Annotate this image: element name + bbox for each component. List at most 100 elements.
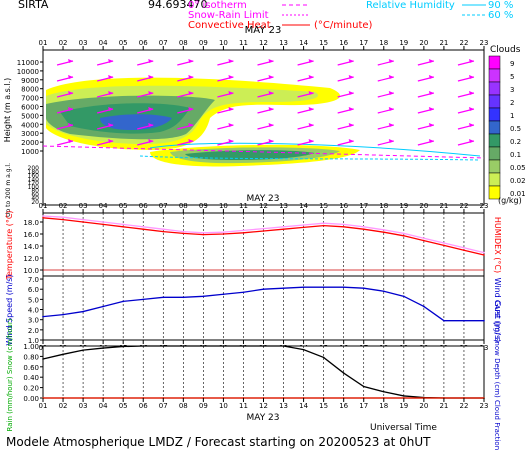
hour-top-tick-label: 20	[419, 39, 428, 47]
data-point	[142, 345, 145, 347]
date-label-top: MAY 23	[245, 25, 282, 36]
wind-arrow	[457, 75, 475, 82]
data-point	[443, 244, 445, 247]
height-tick-label: 3000	[21, 130, 39, 138]
wind-arrow	[56, 139, 74, 146]
wind-arrow-head	[108, 139, 114, 143]
wind-arrow-head	[188, 107, 194, 111]
data-point	[122, 226, 124, 228]
data-point	[322, 286, 325, 288]
data-point	[443, 242, 445, 244]
hour-temp-tick-label: 14	[299, 202, 308, 210]
data-point	[463, 247, 465, 249]
y-tick-label: 12.0	[23, 255, 39, 263]
y-tick-label: 7.0	[28, 276, 39, 284]
data-point	[62, 313, 64, 316]
wind-arrow	[217, 59, 234, 66]
hour-bottom-tick-label: 09	[199, 402, 208, 410]
hour-bottom-tick-label: 07	[159, 402, 168, 410]
data-point	[302, 348, 305, 351]
wind-arrow	[457, 59, 475, 66]
height-tick-label: 5000	[21, 112, 39, 120]
wind-arrow	[177, 59, 194, 66]
hour-temp-tick-label: 17	[359, 202, 368, 210]
data-point	[403, 232, 405, 235]
low-height-axis-label: Up to 200 m a.g.l.	[5, 163, 12, 217]
data-point	[222, 345, 225, 347]
wind-arrow-head	[468, 123, 474, 127]
wind-arrow	[337, 123, 354, 130]
height-tick-label: 4000	[21, 121, 39, 129]
data-point	[82, 221, 84, 223]
wind-arrow-head	[468, 59, 474, 63]
y-tick-label: 0.80	[23, 353, 39, 361]
wind-arrow-head	[268, 123, 274, 127]
height-tick-label: 9000	[21, 77, 39, 85]
colorbar-swatch	[488, 172, 501, 187]
data-point	[122, 223, 124, 226]
wind-arrow	[417, 139, 435, 146]
data-point	[202, 233, 205, 236]
wind-arrow-head	[148, 91, 154, 95]
rain-axis-label: Rain (mm/hour) Snow (cm/hour)	[6, 318, 14, 431]
wind-arrow-head	[348, 139, 354, 143]
wind-arrow-head	[228, 75, 234, 79]
hour-temp-tick-label: 05	[119, 202, 128, 210]
wind-arrow	[177, 91, 194, 98]
wind-arrow	[417, 59, 435, 66]
legend-convective-unit: (°C/minute)	[314, 20, 373, 31]
y-tick-label: 18.0	[23, 219, 39, 227]
wind-arrow-head	[188, 91, 194, 95]
hour-temp-tick-label: 09	[199, 202, 208, 210]
data-point	[202, 345, 205, 347]
hour-top-tick-label: 17	[359, 39, 368, 47]
wind-arrow-head	[188, 75, 194, 79]
wind-arrow	[137, 107, 154, 114]
data-point	[82, 310, 84, 313]
data-point	[262, 230, 265, 232]
hour-top-tick-label: 19	[399, 39, 408, 47]
low-height-tick-label: 140	[28, 176, 40, 183]
low-height-tick-label: 160	[28, 173, 40, 180]
wind-arrow	[137, 75, 154, 82]
colorbar-swatch	[488, 133, 501, 148]
hour-bottom-tick-label: 06	[139, 402, 148, 410]
wind-arrow	[377, 107, 394, 114]
wind-arrow-head	[188, 139, 194, 143]
colorbar-level-label: 0.5	[510, 125, 521, 133]
data-point	[42, 217, 44, 219]
hour-top-tick-label: 16	[339, 39, 348, 47]
colorbar-unit: (g/kg)	[498, 196, 522, 205]
data-point	[282, 287, 285, 289]
hour-top-tick-label: 12	[259, 39, 268, 47]
hour-top-tick-label: 09	[199, 39, 208, 47]
cape-axis-label: CAPE (J/g) Snow Depth (cm) Cloud Fractio…	[493, 300, 501, 450]
wind-arrow	[337, 59, 354, 66]
data-point	[362, 287, 365, 289]
wind-arrow-head	[388, 75, 394, 79]
wind-arrow	[96, 139, 114, 146]
date-label-mid: MAY 23	[246, 194, 279, 204]
colorbar-level-label: 5	[510, 73, 514, 81]
data-point	[122, 345, 124, 348]
hour-bottom-tick-label: 05	[119, 402, 128, 410]
wind-arrow	[417, 75, 435, 82]
wind-arrow	[377, 75, 394, 82]
wind-arrow	[457, 107, 475, 114]
data-point	[82, 218, 84, 221]
wind-arrow-head	[308, 59, 314, 63]
wind-arrow-head	[188, 123, 194, 127]
low-height-tick-label: 100	[28, 184, 40, 191]
wind-arrow-head	[428, 139, 434, 143]
colorbar-level-label: 0.1	[510, 151, 521, 159]
data-point	[423, 239, 425, 242]
wind-arrow	[56, 59, 74, 66]
cloud-layer	[100, 114, 172, 130]
temperature-panel: 18.0 16.0 14.0 12.0 10.0 01 02 03 04 05 06 07 08 09 10…	[5, 202, 502, 281]
wind-arrow-head	[108, 59, 114, 63]
data-point	[342, 223, 345, 226]
colorbar-swatch	[488, 185, 501, 200]
wind-arrow	[257, 123, 274, 130]
data-point	[423, 237, 425, 239]
